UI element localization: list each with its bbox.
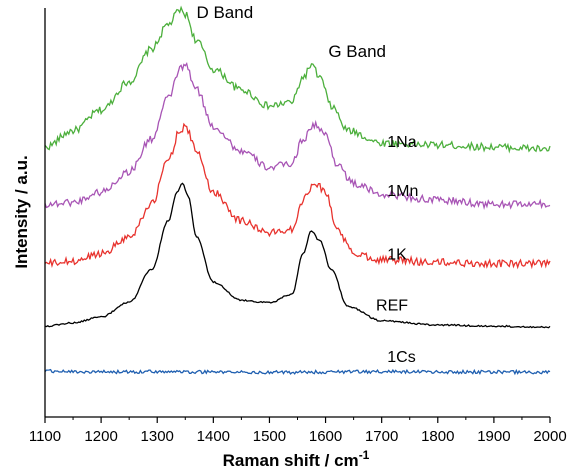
series-label-1mn: 1Mn bbox=[387, 183, 418, 200]
series-label-1cs: 1Cs bbox=[387, 349, 415, 366]
series-line-1mn bbox=[44, 61, 551, 210]
x-tick-label-1200: 1200 bbox=[84, 428, 117, 445]
label-layer: 1Na 1Mn 1K REF 1Cs D Band G Band bbox=[196, 3, 418, 366]
x-tick-label-2000: 2000 bbox=[533, 428, 566, 445]
x-tick-label-1500: 1500 bbox=[253, 428, 286, 445]
tick-layer: 1100 1200 1300 1400 1500 1600 1700 1800 1900 2000 bbox=[29, 417, 567, 445]
x-tick-label-1100: 1100 bbox=[29, 428, 61, 445]
annotation-g-band: G Band bbox=[328, 42, 386, 61]
x-tick-label-1400: 1400 bbox=[197, 428, 230, 445]
y-axis-title: Intensity / a.u. bbox=[12, 155, 31, 268]
series-line-ref bbox=[44, 182, 551, 329]
series-line-1cs bbox=[44, 368, 551, 376]
x-axis-title: Raman shift / cm-1 bbox=[223, 448, 370, 470]
series-line-1k bbox=[44, 122, 551, 270]
series-layer bbox=[44, 5, 551, 376]
x-axis-title-superscript: -1 bbox=[359, 448, 370, 462]
series-label-1na: 1Na bbox=[387, 134, 416, 151]
annotation-d-band: D Band bbox=[196, 3, 253, 22]
axis-layer bbox=[44, 8, 550, 418]
x-tick-label-1600: 1600 bbox=[309, 428, 342, 445]
x-tick-label-1800: 1800 bbox=[421, 428, 454, 445]
x-tick-label-1700: 1700 bbox=[365, 428, 398, 445]
x-tick-label-1900: 1900 bbox=[477, 428, 510, 445]
series-label-ref: REF bbox=[376, 298, 408, 315]
x-axis-title-main: Raman shift / cm bbox=[223, 451, 359, 470]
x-tick-label-1300: 1300 bbox=[141, 428, 174, 445]
series-line-1na bbox=[44, 5, 551, 154]
series-label-1k: 1K bbox=[387, 247, 407, 264]
